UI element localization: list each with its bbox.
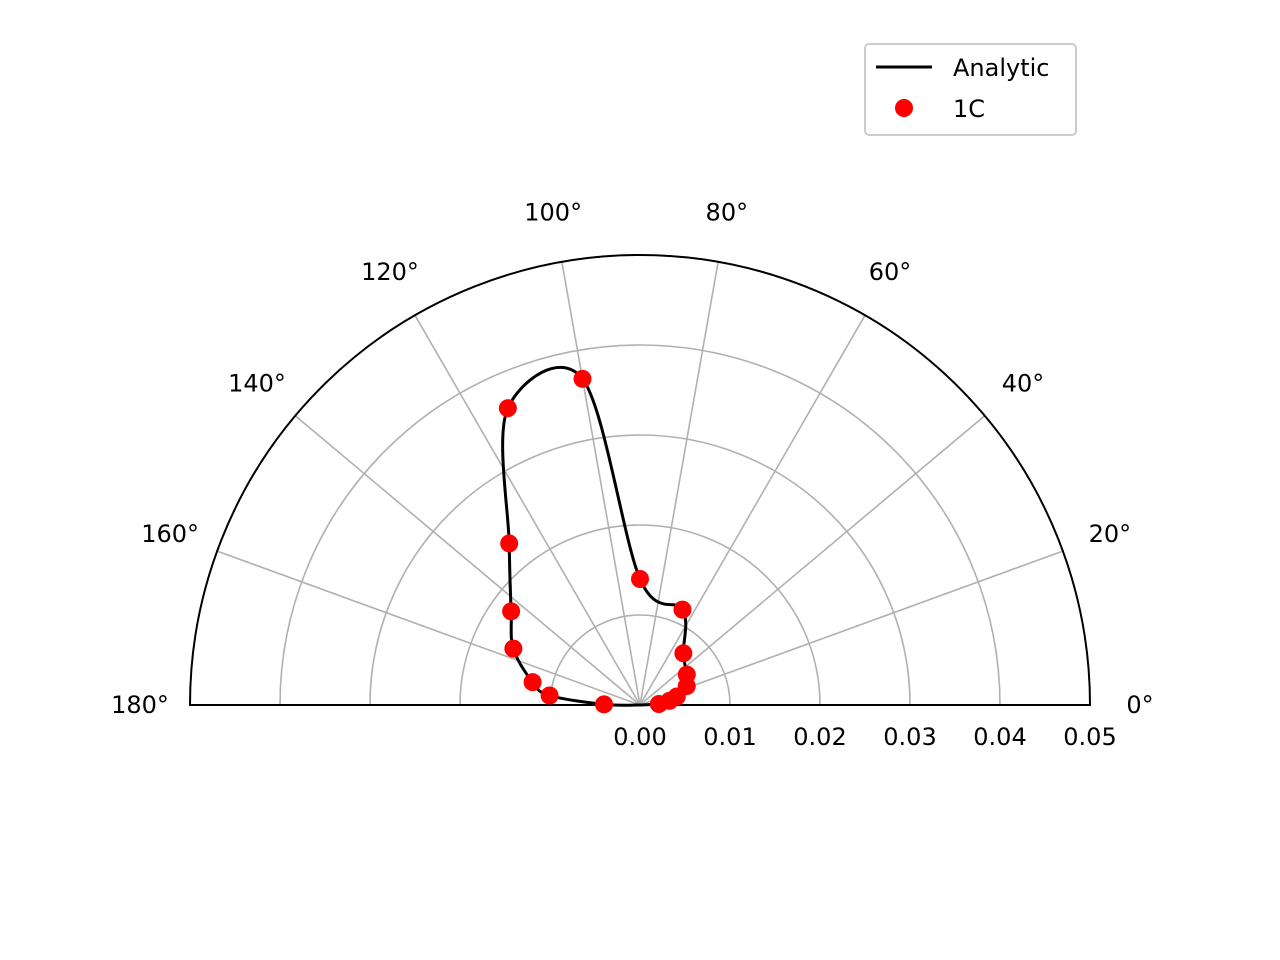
r-tick-label: 0.03 — [883, 723, 936, 751]
data-point — [523, 673, 542, 692]
theta-tick-label: 80° — [706, 199, 749, 227]
radial-grid-arc — [549, 614, 731, 706]
data-point — [502, 602, 521, 621]
radial-grid-arc — [279, 344, 1001, 706]
r-tick-label: 0.01 — [703, 723, 756, 751]
angular-grid-line — [639, 550, 1064, 706]
angular-grid-line — [639, 261, 719, 706]
r-tick-label: 0.05 — [1063, 723, 1116, 751]
radial-grid-arc — [459, 524, 821, 706]
r-tick-label: 0.00 — [613, 723, 666, 751]
legend: Analytic 1C — [864, 43, 1077, 136]
theta-tick-label: 180° — [111, 691, 169, 719]
angular-grid-line — [639, 415, 986, 706]
theta-tick-label: 140° — [228, 370, 286, 398]
theta-tick-label: 20° — [1089, 520, 1132, 548]
theta-tick-label: 120° — [361, 258, 419, 286]
angular-grid-line — [639, 314, 866, 706]
data-point — [677, 665, 696, 684]
theta-tick-label: 160° — [141, 520, 199, 548]
theta-tick-label: 60° — [869, 258, 912, 286]
angular-grid-line — [414, 314, 641, 706]
r-tick-label: 0.04 — [973, 723, 1026, 751]
data-point — [573, 369, 592, 388]
theta-tick-label: 100° — [524, 199, 582, 227]
data-point — [631, 570, 649, 588]
legend-1c-swatch — [895, 99, 913, 117]
angular-grid-line — [216, 550, 641, 706]
data-point — [500, 534, 519, 553]
legend-analytic-label: Analytic — [953, 54, 1049, 82]
polar-outline — [188, 254, 1092, 706]
analytic-curve — [501, 365, 690, 707]
analytic-series — [501, 365, 690, 707]
data-point — [595, 695, 614, 714]
angular-grid-line — [294, 415, 641, 706]
polar-grid — [216, 261, 1064, 706]
angular-grid-line — [561, 261, 641, 706]
radial-grid-arc — [369, 434, 911, 706]
polar-spine — [188, 254, 1092, 706]
theta-tick-label: 40° — [1002, 370, 1045, 398]
data-point — [498, 399, 517, 418]
data-point — [674, 644, 693, 663]
1c-series — [498, 369, 696, 714]
legend-1c-label: 1C — [953, 95, 985, 123]
data-point — [673, 600, 692, 619]
theta-tick-label: 0° — [1126, 691, 1153, 719]
data-point — [504, 639, 523, 658]
tick-labels: 0° 20° 40° 60° 80° 100° 120° 140° 160° 180° 0.00 0.… — [111, 199, 1154, 751]
data-point — [540, 686, 559, 705]
r-tick-label: 0.02 — [793, 723, 846, 751]
